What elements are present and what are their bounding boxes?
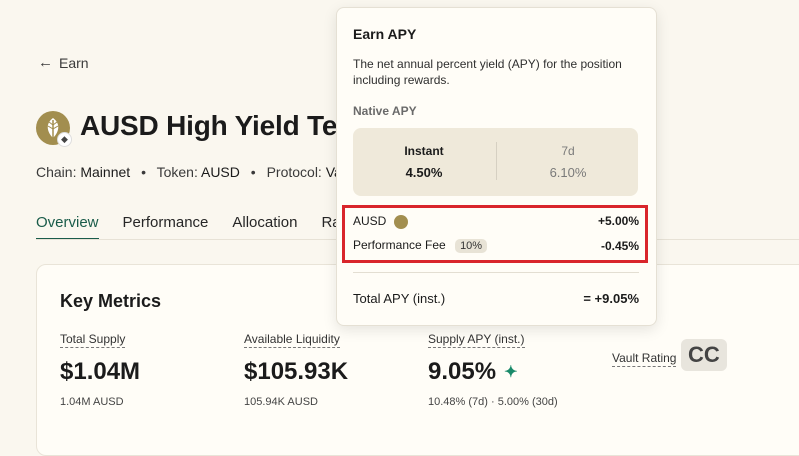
tab-performance[interactable]: Performance	[122, 214, 209, 231]
total-apy-row: Total APY (inst.) = +9.05%	[353, 291, 639, 306]
reward-row-ausd: AUSD +5.00%	[353, 214, 639, 229]
metric-value: 9.05%	[428, 358, 497, 385]
metric-label[interactable]: Available Liquidity	[244, 332, 340, 348]
protocol-label: Protocol:	[266, 164, 322, 180]
metric-value: $105.93K	[244, 358, 349, 385]
sparkle-icon[interactable]: ✦	[504, 364, 518, 381]
page-title: AUSD High Yield Term	[80, 110, 373, 141]
total-apy-label: Total APY (inst.)	[353, 291, 446, 306]
token-value: AUSD	[200, 164, 240, 180]
token-label: Token:	[156, 164, 198, 180]
fee-label: Performance Fee	[353, 238, 446, 252]
metric-label[interactable]: Vault Rating	[612, 351, 677, 367]
reward-value: +5.00%	[597, 214, 639, 229]
ethereum-icon: ◆	[57, 132, 72, 147]
popover-description: The net annual percent yield (APY) for t…	[353, 57, 622, 87]
vault-rating-badge: CC	[680, 339, 727, 371]
native-apy-box	[353, 128, 638, 196]
key-metrics-title: Key Metrics	[60, 291, 162, 311]
metric-total-supply: Total Supply $1.04M 1.04M AUSD	[60, 330, 140, 408]
native-apy-value: 6.10%	[549, 165, 587, 180]
metric-label[interactable]: Supply APY (inst.)	[428, 332, 525, 348]
native-apy-value: 4.50%	[405, 165, 443, 180]
token-logo: ◆	[36, 111, 72, 147]
separator-dot: •	[250, 164, 256, 180]
tab-overview[interactable]: Overview	[36, 214, 99, 240]
native-apy-period: 7d	[561, 144, 575, 158]
back-to-earn-link[interactable]: ← Earn	[38, 54, 89, 71]
metric-value: $1.04M	[60, 358, 141, 385]
highlight-box	[342, 205, 648, 263]
leaf-icon	[47, 118, 59, 138]
native-apy-label: Native APY	[353, 104, 417, 118]
metric-label[interactable]: Total Supply	[60, 332, 126, 348]
reward-label: AUSD	[353, 214, 387, 228]
metric-sub: 1.04M AUSD	[60, 396, 124, 408]
separator-dot: •	[141, 164, 146, 180]
metric-supply-apy: Supply APY (inst.) 9.05% ✦ 10.48% (7d) ·…	[428, 330, 558, 408]
metric-value-row: 9.05% ✦	[428, 358, 558, 386]
metric-vault-rating: Vault Rating CC	[612, 330, 727, 371]
tab-bar: Overview Performance Allocation Rati	[36, 214, 372, 240]
native-apy-instant: Instant 4.50%	[353, 144, 495, 180]
vault-meta: Chain: Mainnet • Token: AUSD • Protocol:…	[36, 164, 350, 180]
fee-value: -0.45%	[600, 238, 639, 253]
arrow-left-icon: ←	[38, 54, 53, 71]
metric-sub: 105.94K AUSD	[244, 396, 318, 408]
tab-allocation[interactable]: Allocation	[232, 214, 298, 231]
chain-value: Mainnet	[80, 164, 131, 180]
popover-divider	[353, 272, 639, 273]
fee-percent-badge: 10%	[455, 239, 488, 253]
popover-title: Earn APY	[353, 26, 417, 42]
metric-available-liquidity: Available Liquidity $105.93K 105.94K AUS…	[244, 330, 348, 408]
total-apy-value: = +9.05%	[583, 291, 639, 306]
metric-sub: 10.48% (7d) · 5.00% (30d)	[428, 396, 558, 408]
chain-label: Chain:	[36, 164, 77, 180]
back-link-label: Earn	[59, 54, 89, 71]
native-apy-divider	[496, 142, 497, 180]
native-apy-period: Instant	[404, 144, 444, 158]
ausd-token-icon	[393, 214, 408, 229]
fee-row: Performance Fee 10% -0.45%	[353, 238, 639, 253]
native-apy-7d: 7d 6.10%	[497, 144, 639, 180]
